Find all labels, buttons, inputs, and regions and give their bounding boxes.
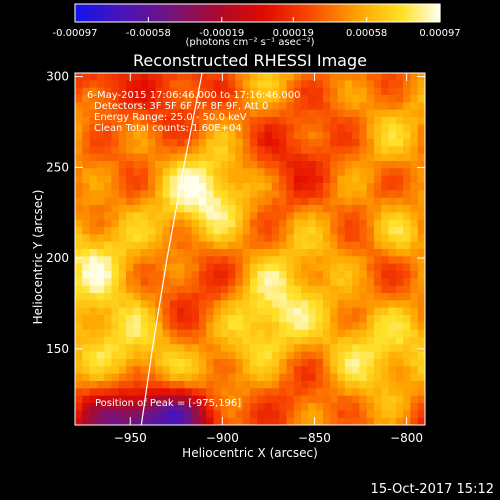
x-axis-label: Heliocentric X (arcsec) <box>182 446 318 460</box>
colorbar-tick-label: 0.00019 <box>273 28 314 39</box>
colorbar: -0.00097 -0.00058 -0.00019 0.00019 0.00058 0.… <box>53 3 461 39</box>
annotation-line: Clean Total counts: 1.60E+04 <box>94 123 242 134</box>
colorbar-tick-label: -0.00019 <box>199 28 244 39</box>
y-axis-label: Heliocentric Y (arcsec) <box>31 189 45 325</box>
colorbar-unit-label: (photons cm⁻² s⁻¹ asec⁻²) <box>185 37 315 48</box>
footer-date: 15-Oct-2017 15:12 <box>370 482 494 497</box>
colorbar-gradient <box>75 4 441 22</box>
annotation-line: 6-May-2015 17:06:46.000 to 17:16:46.000 <box>87 90 300 101</box>
x-tick-label: −800 <box>390 431 423 445</box>
x-tick-label: −900 <box>206 431 239 445</box>
heatmap-cells <box>75 73 426 426</box>
chart-title: Reconstructed RHESSI Image <box>133 51 367 70</box>
peak-position-label: Position of Peak = [-975,196] <box>95 398 241 409</box>
y-tick-label: 250 <box>46 160 69 174</box>
colorbar-tick-label: 0.00058 <box>346 28 387 39</box>
colorbar-tick-label: 0.00097 <box>419 28 460 39</box>
solar-limb-curve <box>140 72 203 426</box>
y-tick-label: 150 <box>46 342 69 356</box>
colorbar-frame <box>74 3 441 23</box>
colorbar-tick-label: -0.00097 <box>53 28 98 39</box>
plot-frame <box>74 72 426 426</box>
x-tick-label: −850 <box>298 431 331 445</box>
annotation-line: Detectors: 3F 5F 6F 7F 8F 9F, Att 0 <box>94 101 268 112</box>
annotation-line: Energy Range: 25.0 - 50.0 keV <box>94 112 247 123</box>
y-tick-label: 200 <box>46 251 69 265</box>
y-tick-label: 300 <box>46 70 69 84</box>
colorbar-tick-label: -0.00058 <box>126 28 171 39</box>
x-tick-label: −950 <box>114 431 147 445</box>
